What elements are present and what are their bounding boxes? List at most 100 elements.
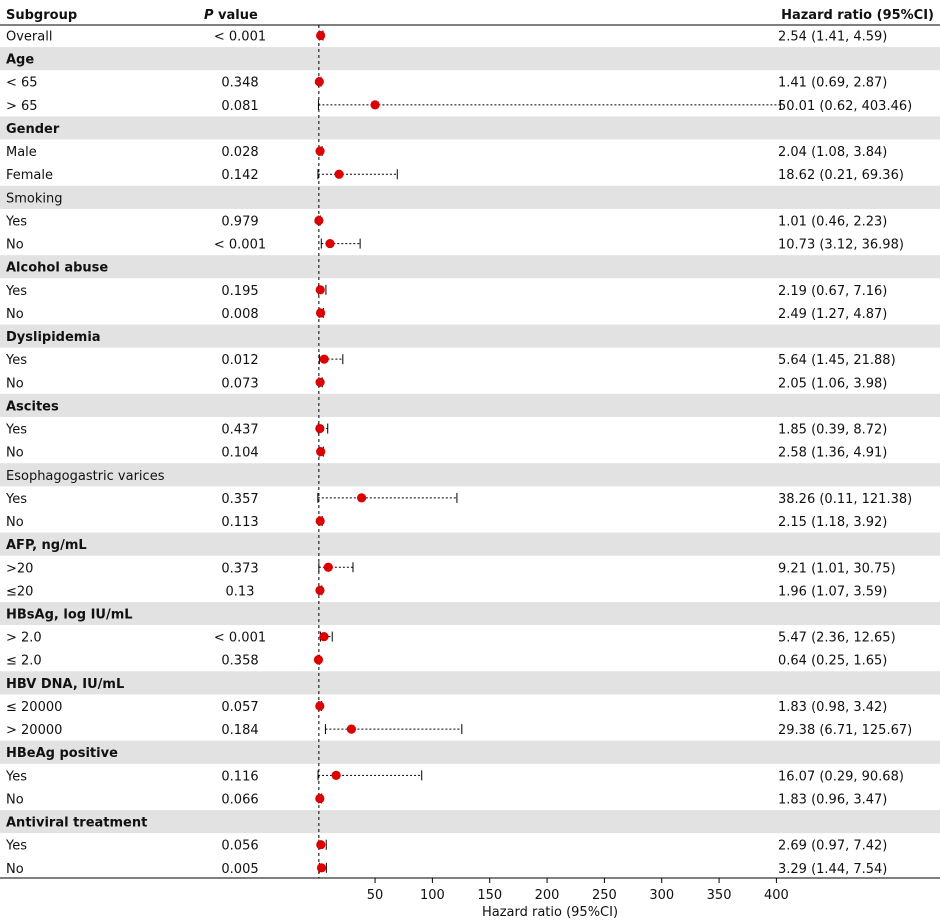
group-band — [0, 601, 940, 626]
p-value-cell: 0.113 — [221, 515, 258, 530]
p-value-cell: 0.13 — [226, 584, 255, 599]
group-header-label: Alcohol abuse — [6, 261, 108, 276]
point-estimate — [315, 423, 325, 434]
p-value-cell: 0.008 — [221, 307, 258, 322]
p-value-cell: 0.437 — [221, 423, 258, 438]
subgroup-label: No — [6, 446, 24, 461]
group-band — [0, 116, 940, 140]
group-band — [0, 532, 940, 556]
p-value-cell: 0.373 — [221, 561, 258, 576]
point-estimate — [316, 30, 326, 41]
group-header-label: Esophagogastric varices — [6, 469, 165, 484]
hazard-ratio-cell: 38.26 (0.11, 121.38) — [778, 492, 912, 507]
hazard-ratio-header: Hazard ratio (95%CI) — [781, 8, 934, 23]
point-estimate — [315, 377, 325, 387]
p-value-cell: 0.066 — [221, 792, 258, 807]
x-tick-label: 200 — [535, 888, 560, 903]
group-header-label: AFP, ng/mL — [6, 538, 87, 553]
group-band — [0, 393, 940, 417]
hazard-ratio-cell: 1.83 (0.96, 3.47) — [778, 792, 887, 807]
x-tick-label: 400 — [764, 888, 789, 903]
hazard-ratio-cell: 2.58 (1.36, 4.91) — [778, 446, 887, 461]
hazard-ratio-cell: 2.54 (1.41, 4.59) — [778, 30, 887, 45]
x-tick-label: 150 — [477, 888, 502, 903]
subgroup-label: < 65 — [6, 76, 38, 91]
point-estimate — [316, 447, 326, 457]
p-value-cell: 0.057 — [221, 700, 258, 715]
subgroup-label: Yes — [5, 353, 27, 368]
group-header-label: Gender — [6, 122, 60, 137]
p-value-cell: < 0.001 — [214, 631, 266, 646]
p-value-cell: 0.056 — [221, 839, 258, 854]
point-estimate — [315, 516, 325, 526]
table-rows: Overall < 0.001 2.54 (1.41, 4.59) Age < 65 0.… — [5, 30, 912, 877]
point-estimate — [315, 285, 325, 295]
subgroup-label: Yes — [5, 839, 27, 854]
point-estimate — [315, 146, 325, 156]
p-value-cell: 0.195 — [221, 284, 258, 299]
group-band — [0, 255, 940, 279]
group-header-label: HBeAg positive — [6, 746, 118, 761]
subgroup-label: Overall — [6, 30, 52, 45]
point-estimate — [316, 863, 327, 873]
subgroup-label: Yes — [5, 284, 27, 299]
x-tick-label: 300 — [649, 888, 674, 903]
group-header-label: Ascites — [6, 399, 59, 414]
p-value-cell: 0.081 — [221, 99, 258, 114]
group-header-label: Antiviral treatment — [6, 816, 147, 831]
hazard-ratio-cell: 29.38 (6.71, 125.67) — [778, 723, 912, 738]
hazard-ratio-cell: 5.64 (1.45, 21.88) — [778, 353, 896, 368]
p-value-header-rest: value — [214, 8, 258, 23]
hazard-ratio-cell: 1.96 (1.07, 3.59) — [778, 584, 887, 599]
hazard-ratio-cell: 0.64 (0.25, 1.65) — [778, 654, 887, 669]
group-header-label: HBV DNA, IU/mL — [6, 677, 124, 692]
point-estimate — [346, 724, 357, 734]
subgroup-label: Female — [6, 168, 53, 183]
subgroup-header: Subgroup — [6, 8, 77, 23]
x-tick-label: 50 — [367, 888, 384, 903]
point-estimate — [313, 655, 324, 665]
point-estimate — [314, 77, 324, 87]
subgroup-label: >20 — [6, 561, 33, 576]
group-band — [0, 810, 940, 834]
subgroup-label: ≤ 2.0 — [6, 654, 42, 669]
subgroup-label: > 65 — [6, 99, 38, 114]
column-headers: Subgroup P value Hazard ratio (95%CI) — [6, 8, 934, 23]
point-estimate — [325, 238, 335, 249]
subgroup-label: Yes — [5, 769, 27, 784]
group-header-label: Age — [6, 53, 34, 68]
subgroup-label: No — [6, 238, 24, 253]
group-band — [0, 47, 940, 71]
group-band — [0, 463, 940, 487]
hazard-ratio-cell: 18.62 (0.21, 69.36) — [778, 168, 904, 183]
hazard-ratio-cell: 5.47 (2.36, 12.65) — [778, 631, 896, 646]
point-estimate — [334, 169, 344, 179]
point-estimate — [370, 100, 380, 110]
p-value-cell: 0.142 — [221, 168, 258, 183]
subgroup-label: ≤ 20000 — [6, 700, 62, 715]
group-header-label: Dyslipidemia — [6, 330, 101, 345]
point-estimate — [315, 793, 325, 804]
group-header-label: Smoking — [6, 191, 63, 206]
p-value-cell: 0.073 — [221, 376, 258, 391]
group-band — [0, 671, 940, 695]
subgroup-label: No — [6, 515, 24, 530]
hazard-ratio-cell: 2.19 (0.67, 7.16) — [778, 284, 887, 299]
p-value-cell: 0.028 — [221, 145, 258, 160]
point-estimate — [323, 562, 333, 572]
hazard-ratio-cell: 2.05 (1.06, 3.98) — [778, 376, 887, 391]
p-value-cell: 0.116 — [221, 769, 258, 784]
p-value-cell: 0.184 — [221, 723, 258, 738]
subgroup-label: Yes — [5, 423, 27, 438]
hazard-ratio-cell: 2.04 (1.08, 3.84) — [778, 145, 887, 160]
p-value-cell: 0.104 — [221, 446, 258, 461]
x-tick-label: 100 — [420, 888, 445, 903]
subgroup-label: Yes — [5, 214, 27, 229]
p-value-cell: < 0.001 — [214, 238, 266, 253]
subgroup-label: No — [6, 307, 24, 322]
p-value-cell: 0.357 — [221, 492, 258, 507]
p-value-cell: < 0.001 — [214, 30, 266, 45]
subgroup-label: Yes — [5, 492, 27, 507]
p-value-cell: 0.979 — [221, 214, 258, 229]
hazard-ratio-cell: 1.41 (0.69, 2.87) — [778, 76, 887, 91]
